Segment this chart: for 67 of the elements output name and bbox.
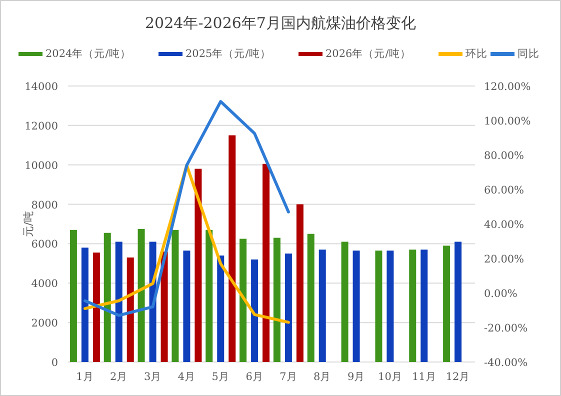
bar — [70, 230, 77, 362]
x-tick-label: 7月 — [280, 371, 298, 383]
y-axis-title: 元/吨 — [22, 211, 35, 237]
bar — [296, 204, 304, 362]
bar — [104, 232, 111, 362]
legend-label: 2024年（元/吨） — [46, 47, 131, 60]
bar — [92, 252, 100, 362]
bar — [409, 250, 416, 362]
legend-label: 2025年（元/吨） — [186, 47, 271, 60]
x-tick-label: 12月 — [446, 371, 470, 383]
y2-tick-label: 60.00% — [484, 184, 524, 196]
bar — [352, 250, 360, 362]
y2-tick-label: 20.00% — [484, 254, 524, 266]
bar — [228, 135, 236, 362]
chart-title: 2024年-2026年7月国内航煤油价格变化 — [145, 14, 416, 32]
y2-tick-label: -40.00% — [484, 357, 528, 369]
bar — [172, 230, 179, 362]
x-tick-label: 4月 — [178, 371, 196, 383]
y-tick-label: 10000 — [24, 160, 58, 172]
bar — [454, 242, 462, 362]
bar — [262, 164, 270, 362]
bar — [386, 250, 394, 362]
bar — [273, 238, 280, 362]
y-tick-label: 12000 — [24, 120, 58, 132]
x-tick-label: 1月 — [76, 371, 94, 383]
legend-label: 环比 — [466, 47, 488, 60]
x-tick-label: 10月 — [378, 371, 402, 383]
y-tick-label: 8000 — [31, 199, 58, 212]
bar — [217, 256, 224, 362]
bar — [284, 254, 292, 362]
x-tick-label: 9月 — [347, 371, 366, 383]
y2-tick-label: 120.00% — [484, 81, 531, 93]
bar — [138, 228, 145, 362]
legend-label: 同比 — [518, 47, 540, 60]
y-tick-label: 14000 — [24, 81, 58, 93]
x-tick-label: 11月 — [412, 371, 436, 383]
bar — [240, 238, 247, 362]
y-tick-label: 6000 — [31, 238, 58, 251]
bar — [341, 242, 348, 362]
bar — [318, 250, 326, 362]
bar — [160, 252, 168, 362]
y2-tick-label: 40.00% — [484, 219, 524, 231]
y2-tick-label: 100.00% — [484, 116, 531, 128]
bar — [307, 234, 314, 362]
bar — [81, 248, 88, 362]
bar — [183, 250, 190, 362]
x-tick-label: 8月 — [314, 371, 332, 383]
x-tick-label: 3月 — [144, 371, 162, 383]
bar — [375, 250, 382, 362]
bar — [251, 259, 258, 362]
y2-tick-label: 80.00% — [484, 150, 524, 162]
y2-tick-label: 0.00% — [484, 288, 518, 300]
bar — [206, 230, 213, 362]
x-tick-label: 6月 — [246, 371, 264, 383]
x-tick-label: 2月 — [110, 371, 128, 383]
bar — [420, 250, 428, 362]
x-tick-label: 5月 — [212, 371, 230, 383]
line-series — [83, 100, 290, 317]
y-tick-label: 0 — [51, 357, 58, 369]
y-tick-label: 2000 — [31, 318, 58, 330]
bar — [115, 242, 122, 362]
legend-label: 2026年（元/吨） — [326, 47, 411, 60]
bar — [443, 246, 450, 362]
bar — [126, 258, 134, 362]
bar — [194, 168, 202, 362]
y-tick-label: 4000 — [31, 278, 58, 290]
y2-tick-label: -20.00% — [484, 322, 528, 334]
